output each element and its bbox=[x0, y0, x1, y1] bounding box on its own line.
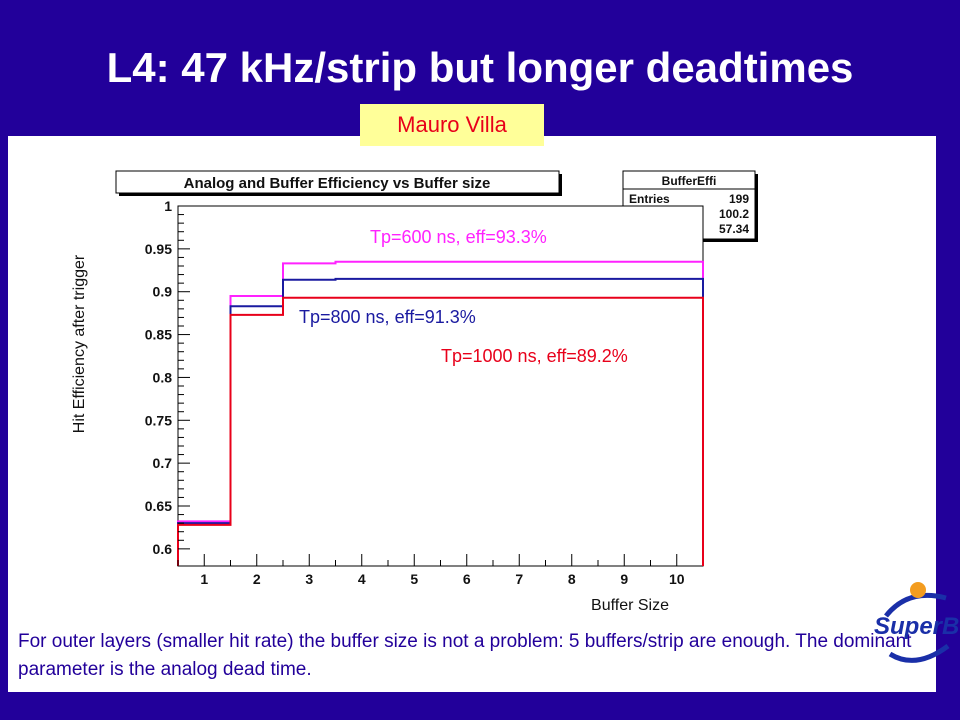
y-tick-label: 0.95 bbox=[145, 241, 172, 257]
logo-text: SuperB bbox=[874, 613, 959, 640]
x-tick-label: 5 bbox=[410, 571, 418, 587]
stats-label: Entries bbox=[629, 192, 670, 206]
stats-value: 199 bbox=[729, 192, 749, 206]
stats-value: 100.2 bbox=[719, 207, 749, 221]
logo-arc-top bbox=[884, 592, 947, 618]
y-tick-label: 0.75 bbox=[145, 412, 172, 428]
chart-title: Analog and Buffer Efficiency vs Buffer s… bbox=[184, 175, 491, 192]
y-tick-label: 0.85 bbox=[145, 327, 172, 343]
x-tick-label: 1 bbox=[200, 571, 208, 587]
y-axis-label: Hit Efficiency after trigger bbox=[71, 254, 88, 433]
y-tick-label: 1 bbox=[164, 198, 172, 214]
series-label-tp1000: Tp=1000 ns, eff=89.2% bbox=[441, 346, 628, 366]
x-tick-label: 3 bbox=[305, 571, 313, 587]
x-tick-label: 6 bbox=[463, 571, 471, 587]
tick-group: 0.6 0.65 0.7 0.75 0.8 0.85 0.9 0.95 1 1 2 3 4 5 6 7 8 9 10 bbox=[145, 198, 685, 587]
x-tick-label: 8 bbox=[568, 571, 576, 587]
series-group bbox=[177, 260, 704, 566]
y-tick-label: 0.7 bbox=[153, 455, 173, 471]
x-tick-label: 7 bbox=[515, 571, 523, 587]
logo-arc-bottom bbox=[888, 643, 950, 663]
x-tick-label: 10 bbox=[669, 571, 685, 587]
y-tick-label: 0.65 bbox=[145, 498, 172, 514]
series-label-tp600: Tp=600 ns, eff=93.3% bbox=[370, 227, 547, 247]
author-badge: Mauro Villa bbox=[360, 104, 544, 146]
series-line-2 bbox=[177, 296, 704, 566]
x-tick-label: 4 bbox=[358, 571, 366, 587]
stats-value: 57.34 bbox=[719, 222, 749, 236]
slide-title: L4: 47 kHz/strip but longer deadtimes bbox=[106, 44, 854, 91]
superb-logo: SuperB bbox=[874, 582, 959, 663]
y-tick-label: 0.6 bbox=[153, 541, 173, 557]
chart-title-box bbox=[115, 170, 560, 194]
plot-frame bbox=[177, 205, 704, 567]
stats-box-name: BufferEffi bbox=[662, 174, 717, 188]
x-tick-label: 2 bbox=[253, 571, 261, 587]
x-axis-label: Buffer Size bbox=[591, 597, 669, 614]
y-tick-label: 0.8 bbox=[153, 369, 173, 385]
logo-dot bbox=[910, 582, 926, 598]
y-tick-label: 0.9 bbox=[153, 284, 173, 300]
x-tick-label: 9 bbox=[620, 571, 628, 587]
plot-area bbox=[177, 205, 704, 567]
series-label-tp800: Tp=800 ns, eff=91.3% bbox=[299, 307, 476, 327]
slide-caption: For outer layers (smaller hit rate) the … bbox=[18, 631, 912, 680]
